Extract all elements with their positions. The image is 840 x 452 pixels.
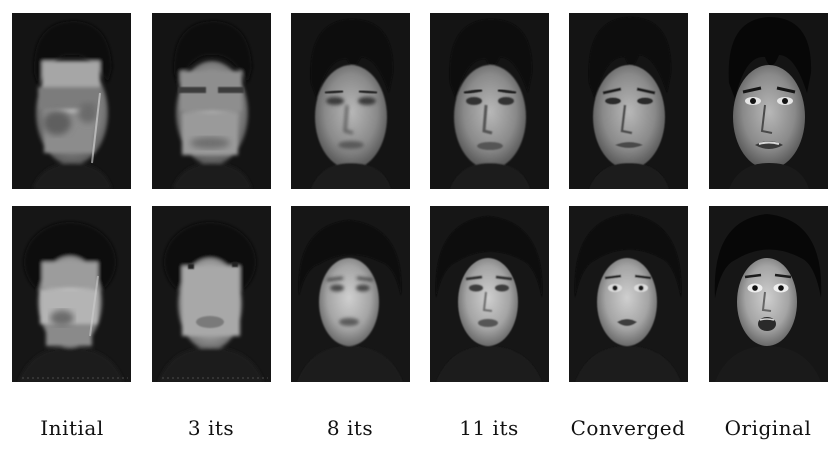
- image-female-original: [709, 206, 828, 382]
- caption-11-its: 11 its: [459, 416, 519, 440]
- image-female-converged: [569, 206, 688, 382]
- image-female-initial: [12, 206, 131, 382]
- image-male-8-its: [291, 13, 410, 189]
- caption-converged: Converged: [570, 416, 686, 440]
- image-female-11-its: [430, 206, 549, 382]
- image-male-converged: [569, 13, 688, 189]
- male-face-converged-image: [569, 13, 688, 189]
- image-male-11-its: [430, 13, 549, 189]
- male-face-11-its-image: [430, 13, 549, 189]
- female-face-8-its-image: [291, 206, 410, 382]
- caption-initial: Initial: [40, 416, 104, 440]
- female-face-initial-image: [12, 206, 131, 382]
- male-face-original-image: [709, 13, 828, 189]
- female-face-converged-image: [569, 206, 688, 382]
- male-face-8-its-image: [291, 13, 410, 189]
- female-face-3-its-image: [152, 206, 271, 382]
- image-female-8-its: [291, 206, 410, 382]
- caption-3-its: 3 its: [187, 416, 235, 440]
- male-face-3-its-image: [152, 13, 271, 189]
- image-male-original: [709, 13, 828, 189]
- male-face-initial-image: [12, 13, 131, 189]
- image-female-3-its: [152, 206, 271, 382]
- caption-original: Original: [724, 416, 812, 440]
- female-face-original-image: [709, 206, 828, 382]
- image-male-initial: [12, 13, 131, 189]
- caption-8-its: 8 its: [326, 416, 374, 440]
- image-male-3-its: [152, 13, 271, 189]
- female-face-11-its-image: [430, 206, 549, 382]
